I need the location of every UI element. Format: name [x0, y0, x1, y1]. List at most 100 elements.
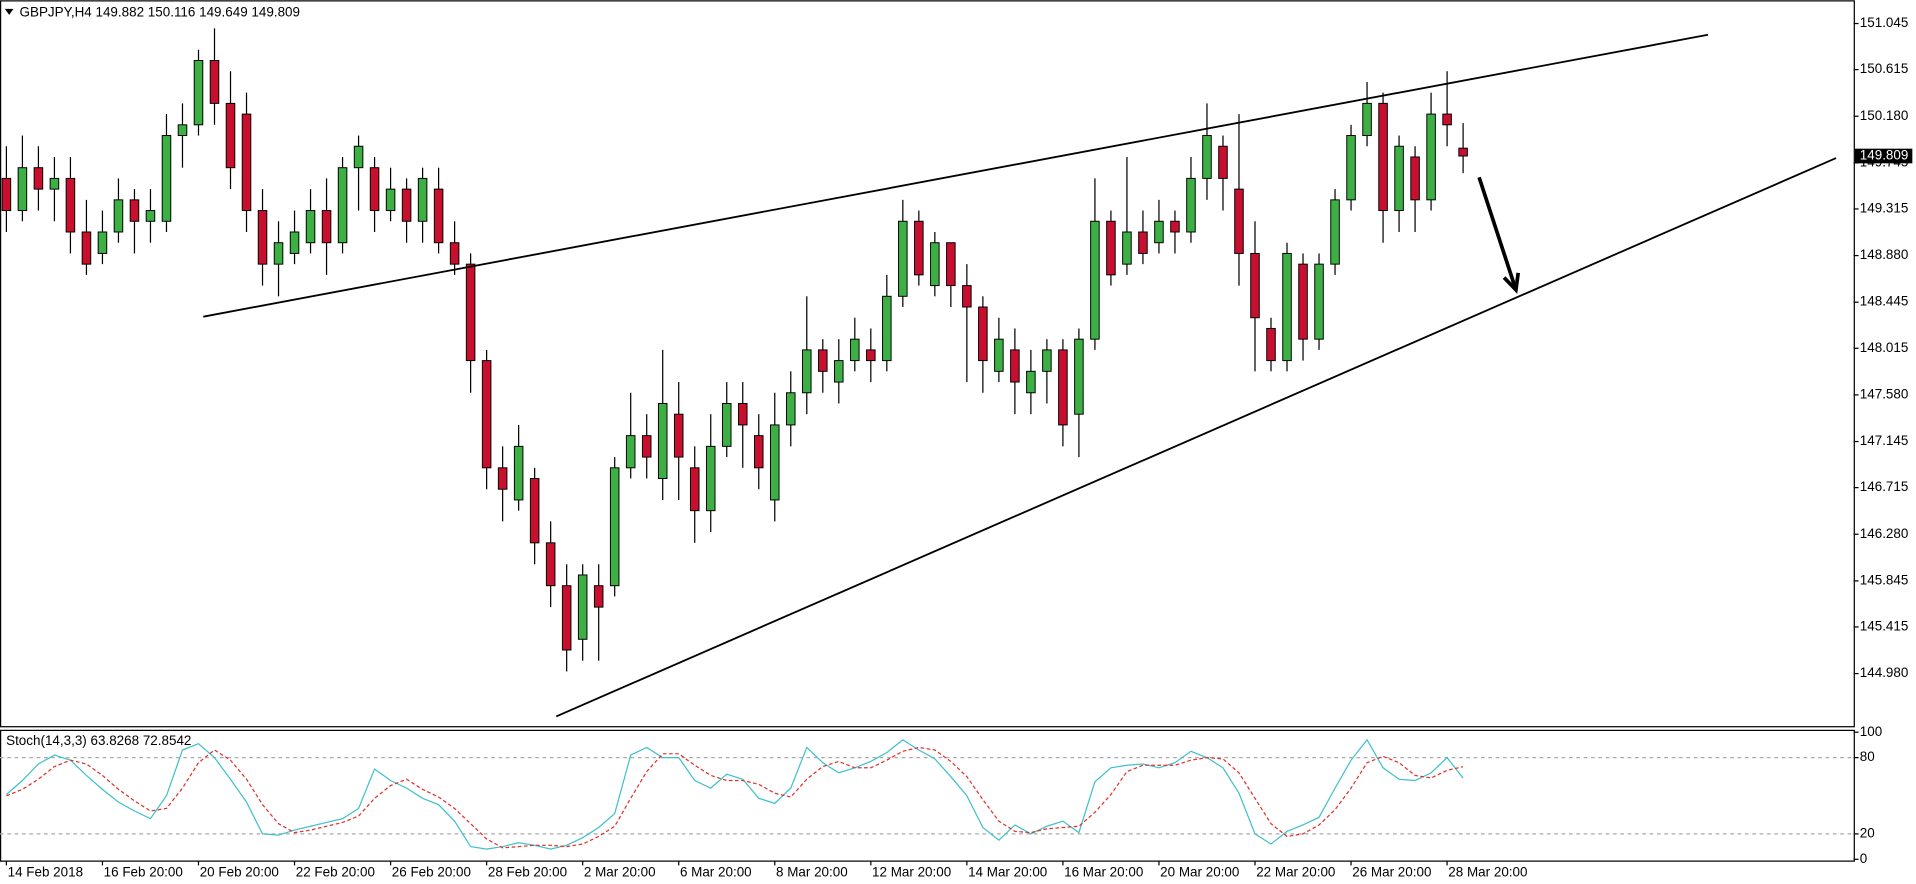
candle-body [946, 242, 956, 287]
candle-body [1202, 135, 1212, 179]
candle-body [369, 167, 380, 212]
candle-body [193, 60, 204, 126]
candle-body [802, 349, 812, 394]
candle-body [721, 402, 732, 447]
candle-body [1234, 188, 1244, 254]
candle-body [209, 60, 220, 104]
candle-body [97, 231, 108, 254]
y-tick-label: 80 [1860, 749, 1875, 764]
candle-body [1442, 113, 1452, 126]
y-tick-label: 150.180 [1860, 108, 1909, 123]
candle-body [113, 199, 124, 233]
candle-body [641, 435, 652, 458]
menu-triangle [4, 8, 14, 15]
y-tick-label: 148.880 [1860, 247, 1909, 262]
candle-body [1394, 145, 1404, 212]
y-tick-label: 20 [1860, 825, 1875, 840]
candle-body [17, 167, 28, 212]
candle-body [657, 402, 668, 480]
close-value: 149.809 [251, 4, 300, 19]
x-tick-label: 14 Feb 2018 [8, 864, 83, 879]
candle-body [834, 360, 844, 383]
candle-body [786, 392, 796, 426]
symbol: GBPJPY,H4 [20, 4, 93, 19]
candle-body [818, 349, 828, 372]
candle-body [1218, 145, 1228, 179]
candle-body [385, 188, 396, 212]
x-tick-label: 12 Mar 20:00 [872, 864, 951, 879]
candle-body [1074, 338, 1084, 415]
candle-body [1010, 349, 1020, 383]
candle-body [898, 220, 908, 297]
stoch-panel [0, 729, 1855, 862]
candle-body [529, 478, 540, 544]
candle-body [1362, 102, 1372, 137]
candle-body [1042, 349, 1052, 372]
stoch-line [6, 746, 1464, 849]
candle-body [81, 231, 92, 265]
x-tick-label: 14 Mar 20:00 [968, 864, 1047, 879]
candle-body [1410, 156, 1420, 201]
y-tick-label: 147.145 [1860, 433, 1909, 448]
candle-body [882, 295, 892, 362]
candle-body [673, 413, 684, 458]
candle-body [770, 424, 780, 501]
candle-body [1330, 199, 1340, 265]
candle-body [497, 467, 508, 490]
candle-body [129, 199, 140, 222]
candle-body [1378, 102, 1388, 212]
candle-body [33, 167, 44, 190]
candle-body [1298, 263, 1308, 340]
candle-body [545, 542, 556, 587]
candle-body [1250, 252, 1260, 319]
stoch-header: Stoch(14,3,3) 63.8268 72.8542 [6, 732, 191, 747]
y-tick-label: 100 [1860, 724, 1882, 739]
candle-body [1138, 231, 1148, 254]
low-value: 149.649 [199, 4, 248, 19]
candle-body [978, 306, 988, 362]
candle-body [337, 167, 348, 244]
candle-body [513, 445, 524, 501]
y-tick-label: 148.015 [1860, 340, 1909, 355]
candle-body [1186, 177, 1196, 233]
main-panel [0, 0, 1855, 728]
candle-body [241, 113, 252, 212]
candle-body [1122, 231, 1132, 265]
candle-body [1282, 252, 1292, 362]
x-tick-label: 20 Feb 20:00 [200, 864, 279, 879]
candle-body [1170, 220, 1180, 233]
candle-body [625, 435, 636, 469]
x-tick-label: 6 Mar 20:00 [680, 864, 752, 879]
x-tick-label: 8 Mar 20:00 [776, 864, 848, 879]
y-tick-label: 144.980 [1860, 665, 1909, 680]
x-tick-label: 28 Feb 20:00 [488, 864, 567, 879]
last-price-box [1854, 148, 1913, 164]
candle-body [1026, 370, 1036, 394]
candle-body [593, 585, 604, 608]
open-value: 149.882 [95, 4, 144, 19]
trend-line [555, 157, 1837, 718]
candle-body [417, 177, 428, 222]
y-tick-label: 145.415 [1860, 619, 1909, 634]
candle-body [914, 220, 924, 276]
y-tick-label: 150.615 [1860, 61, 1909, 76]
x-tick-label: 26 Mar 20:00 [1352, 864, 1431, 879]
x-tick-label: 26 Feb 20:00 [392, 864, 471, 879]
candle-body [273, 242, 284, 265]
candle-body [1154, 220, 1164, 244]
candle-body [481, 360, 492, 469]
y-tick-label: 148.445 [1860, 294, 1909, 309]
indicator-name: Stoch(14,3,3) [6, 732, 87, 747]
candle-body [321, 210, 332, 244]
candle-body [577, 574, 588, 640]
trend-line [203, 33, 1709, 318]
y-tick-label: 151.045 [1860, 15, 1909, 30]
candle-body [161, 135, 172, 222]
candle-body [753, 435, 764, 469]
y-tick-label: 147.580 [1860, 386, 1909, 401]
candle-body [1106, 220, 1116, 276]
candle-body [49, 177, 60, 190]
y-tick-label: 149.315 [1860, 200, 1909, 215]
candle-body [433, 188, 444, 244]
